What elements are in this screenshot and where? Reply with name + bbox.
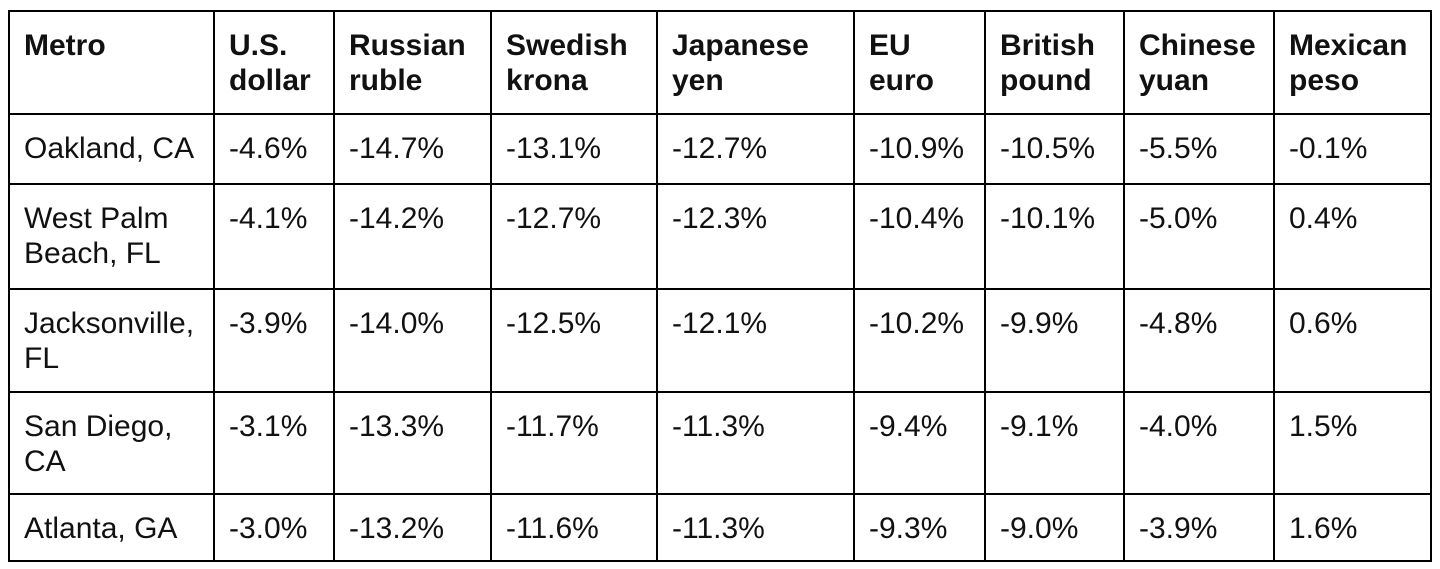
value-cell: -4.6% (213, 113, 335, 185)
value-cell: 1.6% (1273, 493, 1432, 562)
value-cell: -4.0% (1123, 391, 1275, 495)
value-cell: -11.6% (490, 493, 658, 562)
value-cell: 0.6% (1273, 288, 1432, 393)
value-cell: -10.4% (853, 183, 986, 290)
value-cell: -5.0% (1123, 183, 1275, 290)
currency-metro-table: Metro U.S. dollar Russian ruble Swedish … (8, 10, 1432, 562)
value-cell: -14.0% (333, 288, 492, 393)
value-cell: -11.7% (490, 391, 658, 495)
column-header-metro: Metro (8, 10, 215, 115)
value-cell: -4.1% (213, 183, 335, 290)
table-row-san-diego: San Diego, CA -3.1% -13.3% -11.7% -11.3%… (8, 391, 1432, 495)
value-cell: -10.5% (984, 113, 1125, 185)
column-header-british-pound: British pound (984, 10, 1125, 115)
value-cell: -10.9% (853, 113, 986, 185)
metro-cell: San Diego, CA (8, 391, 215, 495)
value-cell: -13.3% (333, 391, 492, 495)
value-cell: -12.7% (490, 183, 658, 290)
column-header-russian-ruble: Russian ruble (333, 10, 492, 115)
value-cell: -9.1% (984, 391, 1125, 495)
value-cell: -0.1% (1273, 113, 1432, 185)
value-cell: 0.4% (1273, 183, 1432, 290)
table-row-west-palm-beach: West Palm Beach, FL -4.1% -14.2% -12.7% … (8, 183, 1432, 290)
value-cell: -11.3% (656, 391, 855, 495)
value-cell: -3.0% (213, 493, 335, 562)
column-header-mexican-peso: Mexican peso (1273, 10, 1432, 115)
header-row: Metro U.S. dollar Russian ruble Swedish … (8, 10, 1432, 115)
value-cell: -5.5% (1123, 113, 1275, 185)
value-cell: -9.4% (853, 391, 986, 495)
value-cell: -12.7% (656, 113, 855, 185)
value-cell: -9.0% (984, 493, 1125, 562)
value-cell: -12.1% (656, 288, 855, 393)
column-header-us-dollar: U.S. dollar (213, 10, 335, 115)
value-cell: -12.3% (656, 183, 855, 290)
value-cell: -9.9% (984, 288, 1125, 393)
value-cell: -12.5% (490, 288, 658, 393)
metro-cell: Jacksonville, FL (8, 288, 215, 393)
value-cell: -9.3% (853, 493, 986, 562)
metro-cell: Atlanta, GA (8, 493, 215, 562)
table-row-atlanta: Atlanta, GA -3.0% -13.2% -11.6% -11.3% -… (8, 493, 1432, 562)
value-cell: -4.8% (1123, 288, 1275, 393)
value-cell: -3.9% (213, 288, 335, 393)
column-header-eu-euro: EU euro (853, 10, 986, 115)
value-cell: -14.2% (333, 183, 492, 290)
value-cell: -13.2% (333, 493, 492, 562)
metro-cell: West Palm Beach, FL (8, 183, 215, 290)
value-cell: 1.5% (1273, 391, 1432, 495)
column-header-japanese-yen: Japanese yen (656, 10, 855, 115)
value-cell: -10.1% (984, 183, 1125, 290)
table-row-jacksonville: Jacksonville, FL -3.9% -14.0% -12.5% -12… (8, 288, 1432, 393)
table-row-oakland: Oakland, CA -4.6% -14.7% -13.1% -12.7% -… (8, 113, 1432, 185)
metro-cell: Oakland, CA (8, 113, 215, 185)
value-cell: -14.7% (333, 113, 492, 185)
value-cell: -11.3% (656, 493, 855, 562)
column-header-swedish-krona: Swedish krona (490, 10, 658, 115)
value-cell: -10.2% (853, 288, 986, 393)
column-header-chinese-yuan: Chinese yuan (1123, 10, 1275, 115)
value-cell: -13.1% (490, 113, 658, 185)
value-cell: -3.1% (213, 391, 335, 495)
value-cell: -3.9% (1123, 493, 1275, 562)
